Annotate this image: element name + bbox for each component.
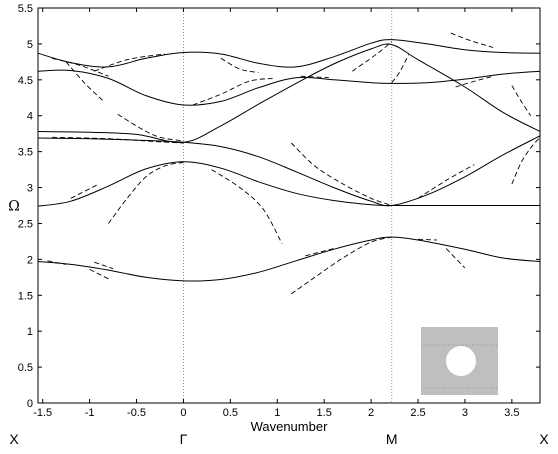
- dashed-band-line: [89, 268, 109, 280]
- y-ticks: 0 0.5 1 1.5 2 2.5 3 3.5 4 4.5 5 5.5: [18, 3, 540, 410]
- symmetry-point-label: Γ: [180, 431, 188, 447]
- y-tick-label: 4: [27, 111, 33, 123]
- x-axis-label: Wavenumber: [251, 419, 328, 434]
- y-tick-label: 3.5: [18, 147, 33, 159]
- dashed-band-line: [220, 57, 259, 74]
- dashed-band-line: [455, 75, 494, 88]
- dashed-band-line: [305, 248, 334, 257]
- axes-frame: [37, 7, 541, 404]
- dashed-band-line: [391, 54, 410, 83]
- y-tick-label: 1: [27, 326, 33, 338]
- inset-hole: [446, 346, 476, 376]
- dashed-band-line: [94, 261, 114, 270]
- solid-band-line: [37, 39, 541, 68]
- y-tick-label: 1.5: [18, 290, 33, 302]
- x-tick-label: 2.5: [410, 407, 425, 419]
- solid-band-line: [37, 69, 541, 106]
- dashed-band-line: [52, 136, 184, 144]
- x-tick-label: -1.5: [33, 407, 52, 419]
- y-tick-label: 0.5: [18, 362, 33, 374]
- dashed-band-line: [47, 260, 67, 265]
- x-tick-label: -1: [85, 407, 95, 419]
- unit-cell-inset: [421, 327, 498, 395]
- dashed-band-line: [117, 113, 184, 142]
- x-tick-label: 0: [180, 407, 186, 419]
- dashed-band-line: [211, 169, 283, 244]
- y-tick-label: 2.5: [18, 218, 33, 230]
- x-tick-label: 0.5: [223, 407, 238, 419]
- symmetry-point-label: X: [9, 431, 19, 447]
- x-tick-label: 1.5: [317, 407, 332, 419]
- symmetry-point-label: M: [386, 431, 398, 447]
- solid-band-line: [37, 161, 540, 207]
- dashed-band-line: [450, 32, 494, 48]
- dashed-band-line: [192, 77, 273, 106]
- y-tick-label: 4.5: [18, 75, 33, 87]
- y-tick-label: 5: [27, 39, 33, 51]
- x-ticks: -1.5 -1 -0.5 0 0.5 1 1.5 2 2.5 3 3.5: [33, 8, 519, 419]
- y-axis-label: Ω: [8, 199, 20, 215]
- dashed-band-line: [51, 57, 109, 77]
- solid-band-line: [37, 236, 541, 282]
- dashed-band-line: [291, 236, 392, 295]
- dashed-band-line: [65, 61, 105, 102]
- x-tick-label: 3.5: [504, 407, 519, 419]
- x-tick-label: 1: [274, 407, 280, 419]
- dashed-band-line: [70, 183, 100, 199]
- x-tick-label: 2: [368, 407, 374, 419]
- dashed-band-line: [108, 161, 184, 224]
- dashed-band-line: [290, 142, 392, 206]
- x-tick-label: 3: [462, 407, 468, 419]
- y-tick-label: 5.5: [18, 3, 33, 15]
- symmetry-point-label: X: [539, 431, 549, 447]
- dashed-band-line: [300, 75, 329, 79]
- dashed-band-line: [94, 53, 165, 72]
- x-tick-label: -0.5: [127, 407, 146, 419]
- y-tick-label: 2: [27, 254, 33, 266]
- solid-band-line: [37, 43, 541, 143]
- dashed-band-line: [511, 137, 541, 185]
- dashed-bands: [47, 32, 541, 295]
- dashed-band-line: [511, 85, 531, 116]
- dashed-band-line: [417, 164, 475, 199]
- y-tick-label: 3: [27, 183, 33, 195]
- dashed-band-line: [417, 238, 437, 241]
- dashed-band-line: [352, 41, 392, 72]
- y-tick-label: 0: [27, 398, 33, 410]
- dashed-band-line: [445, 248, 466, 269]
